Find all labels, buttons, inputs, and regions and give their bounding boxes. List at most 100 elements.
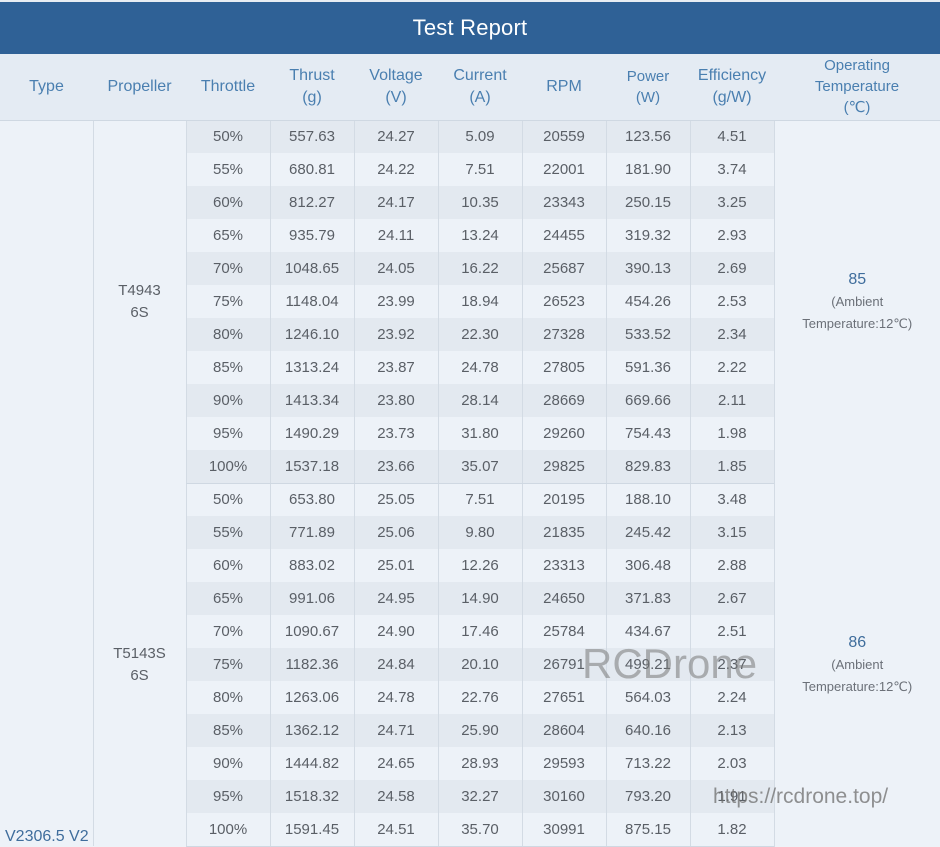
cell-rpm: 28669 bbox=[522, 384, 606, 417]
cell-thrust: 1090.67 bbox=[270, 615, 354, 648]
header-rpm: RPM bbox=[522, 54, 606, 120]
cell-throttle: 90% bbox=[186, 384, 270, 417]
cell-thrust: 1313.24 bbox=[270, 351, 354, 384]
cell-rpm: 24650 bbox=[522, 582, 606, 615]
cell-voltage: 24.05 bbox=[354, 252, 438, 285]
cell-voltage: 24.95 bbox=[354, 582, 438, 615]
cell-throttle: 70% bbox=[186, 615, 270, 648]
cell-rpm: 26523 bbox=[522, 285, 606, 318]
cell-efficiency: 1.82 bbox=[690, 813, 774, 846]
cell-thrust: 1413.34 bbox=[270, 384, 354, 417]
cell-thrust: 1246.10 bbox=[270, 318, 354, 351]
ambient-note-line-2: Temperature:12℃) bbox=[802, 679, 912, 694]
cell-throttle: 65% bbox=[186, 219, 270, 252]
cell-rpm: 23313 bbox=[522, 549, 606, 582]
cell-voltage: 24.17 bbox=[354, 186, 438, 219]
cell-voltage: 23.99 bbox=[354, 285, 438, 318]
cell-current: 9.80 bbox=[438, 516, 522, 549]
cell-throttle: 55% bbox=[186, 153, 270, 186]
header-power: Power (W) bbox=[606, 54, 690, 120]
cell-power: 591.36 bbox=[606, 351, 690, 384]
cell-power: 754.43 bbox=[606, 417, 690, 450]
cell-efficiency: 4.51 bbox=[690, 120, 774, 153]
cell-rpm: 25784 bbox=[522, 615, 606, 648]
cell-current: 18.94 bbox=[438, 285, 522, 318]
temperature-value: 85 bbox=[775, 269, 940, 291]
cell-efficiency: 2.51 bbox=[690, 615, 774, 648]
cell-efficiency: 2.93 bbox=[690, 219, 774, 252]
propeller-model: T5143S bbox=[113, 645, 166, 662]
cell-rpm: 23343 bbox=[522, 186, 606, 219]
cell-voltage: 25.06 bbox=[354, 516, 438, 549]
cell-efficiency: 2.67 bbox=[690, 582, 774, 615]
cell-current: 17.46 bbox=[438, 615, 522, 648]
cell-current: 32.27 bbox=[438, 780, 522, 813]
cell-power: 454.26 bbox=[606, 285, 690, 318]
cell-thrust: 935.79 bbox=[270, 219, 354, 252]
cell-rpm: 29825 bbox=[522, 450, 606, 483]
cell-voltage: 24.27 bbox=[354, 120, 438, 153]
header-voltage-label: Voltage bbox=[369, 67, 422, 84]
cell-throttle: 55% bbox=[186, 516, 270, 549]
cell-throttle: 50% bbox=[186, 483, 270, 516]
cell-voltage: 25.05 bbox=[354, 483, 438, 516]
ambient-note-line-1: (Ambient bbox=[831, 294, 883, 309]
cell-throttle: 65% bbox=[186, 582, 270, 615]
cell-current: 5.09 bbox=[438, 120, 522, 153]
header-thrust-unit: (g) bbox=[302, 89, 322, 106]
cell-efficiency: 1.98 bbox=[690, 417, 774, 450]
cell-rpm: 20559 bbox=[522, 120, 606, 153]
cell-rpm: 26791 bbox=[522, 648, 606, 681]
cell-voltage: 24.22 bbox=[354, 153, 438, 186]
cell-efficiency: 3.15 bbox=[690, 516, 774, 549]
cell-voltage: 25.01 bbox=[354, 549, 438, 582]
header-efficiency-unit: (g/W) bbox=[712, 89, 751, 106]
cell-throttle: 75% bbox=[186, 285, 270, 318]
cell-voltage: 24.78 bbox=[354, 681, 438, 714]
cell-thrust: 1591.45 bbox=[270, 813, 354, 846]
cell-rpm: 29260 bbox=[522, 417, 606, 450]
cell-efficiency: 1.85 bbox=[690, 450, 774, 483]
header-thrust-label: Thrust bbox=[289, 67, 334, 84]
header-efficiency-label: Efficiency bbox=[698, 67, 766, 84]
cell-throttle: 95% bbox=[186, 417, 270, 450]
cell-voltage: 24.71 bbox=[354, 714, 438, 747]
cell-efficiency: 2.88 bbox=[690, 549, 774, 582]
propeller-cells: 6S bbox=[130, 667, 148, 684]
header-power-unit: (W) bbox=[636, 89, 660, 106]
cell-voltage: 24.84 bbox=[354, 648, 438, 681]
cell-thrust: 1048.65 bbox=[270, 252, 354, 285]
cell-power: 250.15 bbox=[606, 186, 690, 219]
cell-current: 7.51 bbox=[438, 483, 522, 516]
cell-thrust: 1362.12 bbox=[270, 714, 354, 747]
cell-power: 245.42 bbox=[606, 516, 690, 549]
cell-thrust: 680.81 bbox=[270, 153, 354, 186]
cell-voltage: 24.90 bbox=[354, 615, 438, 648]
cell-thrust: 1518.32 bbox=[270, 780, 354, 813]
cell-efficiency: 3.74 bbox=[690, 153, 774, 186]
cell-voltage: 23.87 bbox=[354, 351, 438, 384]
temperature-value: 86 bbox=[775, 632, 940, 654]
report-title: Test Report bbox=[0, 0, 940, 54]
header-power-label: Power bbox=[627, 68, 670, 85]
header-propeller: Propeller bbox=[93, 54, 186, 120]
cell-efficiency: 2.37 bbox=[690, 648, 774, 681]
cell-throttle: 70% bbox=[186, 252, 270, 285]
cell-thrust: 1148.04 bbox=[270, 285, 354, 318]
cell-power: 188.10 bbox=[606, 483, 690, 516]
cell-rpm: 22001 bbox=[522, 153, 606, 186]
cell-thrust: 653.80 bbox=[270, 483, 354, 516]
cell-power: 319.32 bbox=[606, 219, 690, 252]
header-voltage-unit: (V) bbox=[385, 89, 406, 106]
motor-type-cell: V2306.5 V2 bbox=[0, 120, 93, 846]
cell-thrust: 557.63 bbox=[270, 120, 354, 153]
header-current-label: Current bbox=[453, 67, 506, 84]
cell-efficiency: 2.11 bbox=[690, 384, 774, 417]
cell-thrust: 1444.82 bbox=[270, 747, 354, 780]
cell-thrust: 1537.18 bbox=[270, 450, 354, 483]
